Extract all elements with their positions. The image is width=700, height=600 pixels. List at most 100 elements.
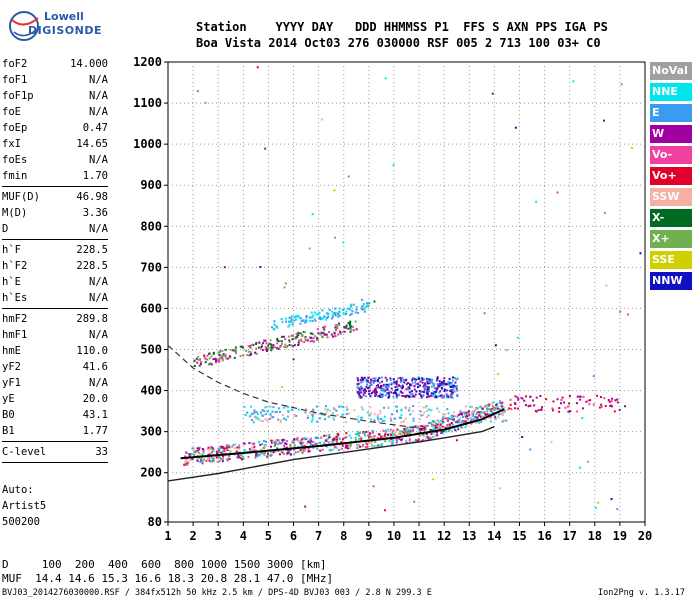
param-row: C-level 33 [2,444,108,460]
echo-point [340,448,343,451]
echo-point [441,422,444,425]
echo-point [195,357,198,360]
echo-point [379,412,382,415]
echo-point [537,409,540,412]
echo-point [183,464,186,467]
echo-point [247,350,250,353]
echo-point [587,399,590,402]
echo-point [329,409,332,412]
echo-point [451,418,454,421]
echo-point [470,413,473,416]
echo-point [310,332,313,335]
echo-point [436,395,439,398]
echo-point [324,434,327,437]
echo-point [309,332,312,335]
echo-point [331,315,334,318]
echo-point [404,379,407,382]
echo-point [252,343,255,346]
echo-point [426,382,429,385]
echo-point [236,446,239,449]
echo-point [271,346,274,349]
echo-point [481,416,484,419]
echo-point [370,436,373,439]
echo-point [273,346,276,349]
echo-point [627,313,630,316]
echo-point [509,398,512,401]
echo-point [258,454,261,457]
echo-point [444,413,447,416]
echo-point [324,318,327,321]
echo-point [209,362,212,365]
echo-point [360,437,363,440]
echo-point [521,397,524,400]
echo-point [319,333,322,336]
echo-point [383,406,386,409]
param-label: hmE [2,345,21,357]
param-divider [2,441,108,442]
echo-point [290,315,293,318]
echo-point [372,379,375,382]
echo-point [301,437,304,440]
echo-point [461,420,464,423]
echo-point [256,416,259,419]
echo-point [439,383,442,386]
echo-point [377,420,380,423]
echo-point [357,415,360,418]
echo-point [304,339,307,342]
echo-point [204,358,207,361]
echo-point [247,455,250,458]
echo-point [365,386,368,389]
echo-point [383,509,386,512]
echo-point [485,404,488,407]
param-value: 1.77 [82,425,108,437]
echo-point [226,458,229,461]
dashed-trace [167,344,445,433]
echo-point [206,358,209,361]
echo-point [297,408,300,411]
echo-point [498,412,501,415]
echo-point [375,384,378,387]
echo-point [274,450,277,453]
echo-point [464,426,467,429]
echo-point [356,377,359,380]
echo-point [310,336,313,339]
echo-point [384,389,387,392]
echo-point [357,311,360,314]
echo-point [219,350,222,353]
echo-point [427,395,430,398]
echo-point [270,450,273,453]
echo-point [216,452,219,455]
echo-point [440,420,443,423]
echo-point [436,423,439,426]
auto-code: 500200 [2,516,40,528]
echo-point [271,410,274,413]
echo-point [297,343,300,346]
echo-point [259,448,262,451]
echo-point [274,439,277,442]
param-label: yF2 [2,361,21,373]
echo-point [422,433,425,436]
echo-point [366,302,369,305]
echo-point [459,413,462,416]
echo-point [448,377,451,380]
echo-point [312,314,315,317]
echo-point [415,383,418,386]
echo-point [260,413,263,416]
echo-point [332,440,335,443]
echo-point [428,388,431,391]
echo-point [426,389,429,392]
echo-point [260,343,263,346]
echo-point [337,434,340,437]
echo-point [357,420,360,423]
echo-point [348,307,351,310]
echo-point [440,387,443,390]
echo-point [365,380,368,383]
echo-point [293,415,296,418]
echo-point [422,391,425,394]
echo-point [477,411,480,414]
echo-point [331,449,334,452]
echo-point [479,406,482,409]
echo-point [248,448,251,451]
echo-point [384,394,387,397]
param-row: fmin 1.70 [2,168,108,184]
